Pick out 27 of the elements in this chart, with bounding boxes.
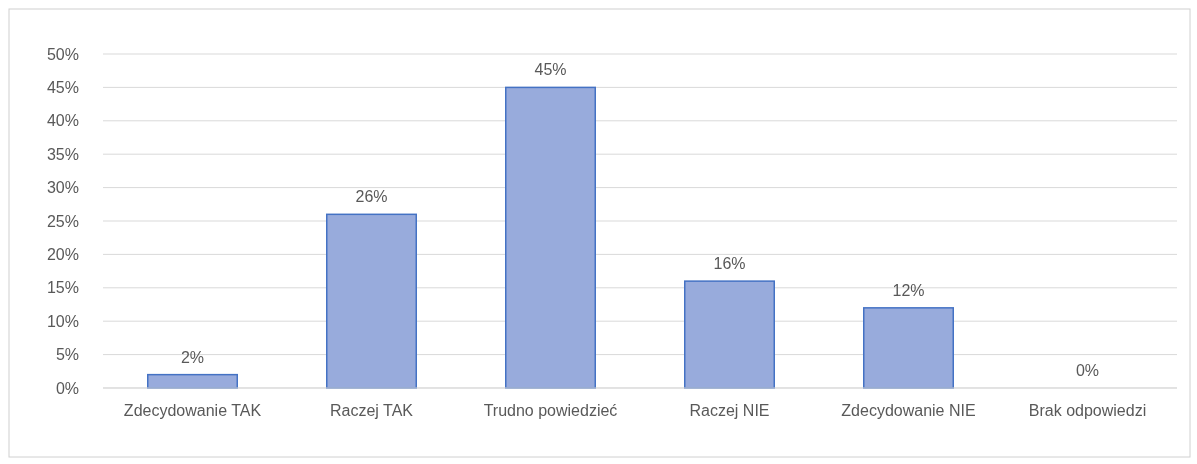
- y-tick-label: 0%: [55, 379, 79, 397]
- y-tick-label: 25%: [46, 212, 79, 230]
- data-label: 45%: [534, 61, 567, 79]
- bar: [684, 280, 775, 389]
- x-tick-label: Zdecydowanie TAK: [123, 402, 262, 419]
- y-tick-label: 5%: [55, 346, 79, 364]
- x-tick-label: Raczej TAK: [330, 402, 414, 419]
- x-tick-label: Trudno powiedzieć: [483, 402, 618, 419]
- x-tick-label: Raczej NIE: [689, 402, 770, 419]
- y-tick-label: 50%: [46, 45, 79, 63]
- y-tick-label: 45%: [46, 79, 79, 96]
- bar: [326, 213, 417, 389]
- y-tick-label: 30%: [46, 179, 79, 197]
- data-label: 0%: [1075, 362, 1100, 379]
- bar: [863, 307, 954, 389]
- data-label: 12%: [892, 281, 925, 299]
- y-tick-label: 20%: [46, 246, 79, 263]
- bar: [505, 86, 596, 389]
- data-label: 26%: [355, 188, 388, 206]
- data-label: 2%: [180, 348, 205, 366]
- y-tick-label: 10%: [46, 312, 79, 330]
- y-tick-label: 40%: [46, 112, 79, 130]
- x-tick-label: Zdecydowanie NIE: [841, 402, 976, 419]
- y-tick-label: 35%: [46, 145, 79, 163]
- data-label: 16%: [713, 255, 746, 273]
- y-tick-label: 15%: [46, 279, 79, 297]
- x-tick-label: Brak odpowiedzi: [1028, 402, 1147, 419]
